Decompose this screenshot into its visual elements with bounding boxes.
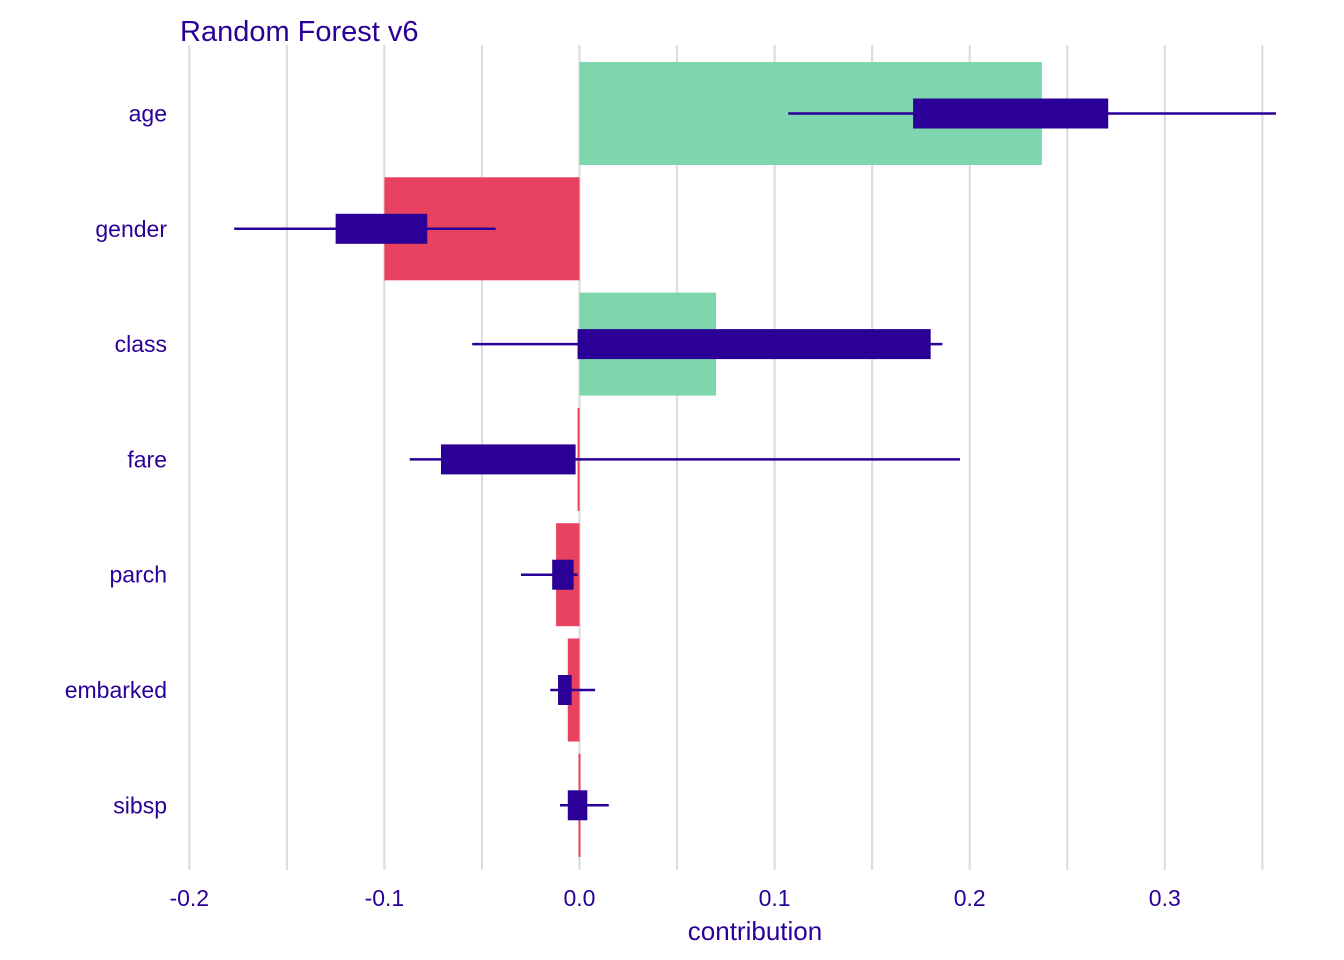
box-iqr (440, 444, 576, 475)
y-category-label: fare (127, 446, 167, 472)
x-tick-label: -0.1 (365, 885, 405, 911)
y-category-label: sibsp (113, 792, 167, 818)
x-tick-label: 0.2 (954, 885, 986, 911)
y-category-label: parch (109, 562, 167, 588)
chart-title: Random Forest v6 (180, 16, 419, 48)
box-layer (234, 98, 1277, 821)
box-iqr (335, 213, 428, 244)
box-iqr (558, 675, 572, 705)
y-category-label: age (129, 101, 167, 127)
x-tick-label: 0.1 (759, 885, 791, 911)
y-category-label: embarked (65, 677, 167, 703)
box-iqr (567, 790, 588, 821)
y-category-label: class (115, 331, 167, 357)
x-axis-title: contribution (688, 916, 822, 946)
box-iqr (552, 559, 574, 590)
box-iqr (913, 98, 1109, 129)
box-iqr (577, 329, 931, 360)
x-tick-label: 0.0 (564, 885, 596, 911)
y-category-label: gender (95, 216, 167, 242)
x-tick-label: 0.3 (1149, 885, 1181, 911)
label-layer: -0.2 -0.1 0.0 0.1 0.2 0.3 age gender class fare pa… (65, 101, 1181, 912)
grid-layer (188, 45, 1264, 870)
x-tick-label: -0.2 (169, 885, 209, 911)
